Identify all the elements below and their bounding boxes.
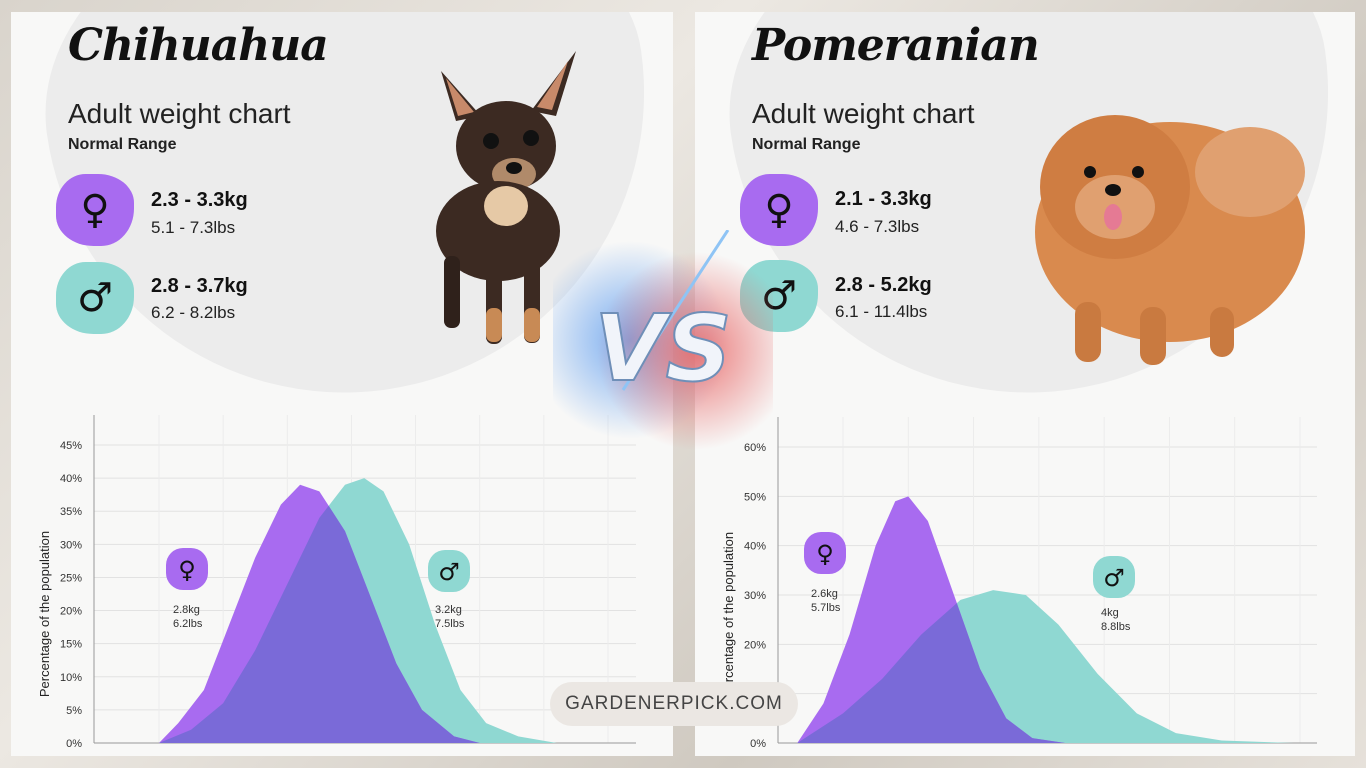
y-tick-label: 5% (66, 705, 82, 717)
pomeranian-photo (1035, 115, 1305, 365)
female-sign-icon: ♀ (816, 540, 834, 568)
pomeranian-panel: Pomeranian Adult weight chart Normal Ran… (695, 12, 1355, 756)
female-marker-kg: 2.8kg (173, 604, 200, 616)
female-sign-icon: ♀ (80, 187, 110, 233)
female-sign-icon: ♀ (178, 556, 196, 584)
female-badge: ♀ (56, 174, 134, 246)
male-marker-kg: 4kg (1101, 607, 1119, 619)
female-marker-badge (804, 532, 846, 574)
male-lbs-range: 6.2 - 8.2lbs (151, 303, 236, 322)
male-sign-icon: ♂ (1103, 564, 1125, 592)
normal-range-label: Normal Range (752, 136, 861, 153)
y-tick-label: 20% (744, 639, 766, 651)
chart-heading: Adult weight chart (68, 98, 291, 129)
y-axis-label: Percentage of the population (721, 532, 736, 698)
female-lbs-range: 4.6 - 7.3lbs (835, 217, 920, 236)
female-lbs-range: 5.1 - 7.3lbs (151, 218, 236, 237)
y-axis-label: Percentage of the population (37, 531, 52, 697)
female-sign-icon: ♀ (764, 187, 794, 233)
male-marker-lbs: 7.5lbs (435, 618, 465, 630)
y-tick-label: 0% (750, 738, 766, 750)
vs-emblem: VS (553, 229, 773, 450)
y-tick-label: 0% (66, 738, 82, 750)
female-marker-lbs: 6.2lbs (173, 618, 203, 630)
female-kg-range: 2.1 - 3.3kg (835, 188, 932, 210)
female-marker-lbs: 5.7lbs (811, 602, 841, 614)
chihuahua-photo (436, 51, 576, 344)
breed-title: Pomeranian (752, 20, 1040, 71)
y-tick-label: 40% (60, 473, 82, 485)
y-tick-label: 50% (744, 491, 766, 503)
site-watermark: GARDENERPICK.COM (550, 682, 798, 726)
vs-text: VS (594, 295, 731, 402)
male-kg-range: 2.8 - 3.7kg (151, 275, 248, 297)
male-marker-lbs: 8.8lbs (1101, 621, 1131, 633)
male-marker-badge (1093, 556, 1135, 598)
male-kg-range: 2.8 - 5.2kg (835, 274, 932, 296)
y-tick-label: 25% (60, 572, 82, 584)
y-tick-label: 45% (60, 440, 82, 452)
overlap-distribution-area (159, 484, 480, 743)
male-marker-badge (428, 550, 470, 592)
y-tick-label: 35% (60, 506, 82, 518)
male-lbs-range: 6.1 - 11.4lbs (835, 302, 928, 321)
y-tick-label: 20% (60, 606, 82, 618)
male-badge: ♂ (56, 262, 134, 334)
female-marker-badge (166, 548, 208, 590)
y-tick-label: 15% (60, 639, 82, 651)
female-distribution-area (797, 496, 1065, 743)
y-tick-label: 40% (744, 541, 766, 553)
pomeranian-weight-chart: 0%10%20%30%40%50%60%<1kg1kg2kg3kg4kg5kg6… (721, 417, 1317, 750)
y-tick-label: 30% (744, 590, 766, 602)
y-tick-label: 10% (60, 672, 82, 684)
chart-heading: Adult weight chart (752, 98, 975, 129)
male-sign-icon: ♂ (438, 558, 460, 586)
female-marker-kg: 2.6kg (811, 588, 838, 600)
breed-title: Chihuahua (68, 20, 329, 71)
male-marker-kg: 3.2kg (435, 604, 462, 616)
female-kg-range: 2.3 - 3.3kg (151, 189, 248, 211)
male-sign-icon: ♂ (77, 275, 113, 321)
chihuahua-weight-chart: 0%5%10%15%20%25%30%35%40%45%<1kg2kg3kg4k… (37, 415, 636, 750)
y-tick-label: 30% (60, 539, 82, 551)
normal-range-label: Normal Range (68, 136, 177, 153)
